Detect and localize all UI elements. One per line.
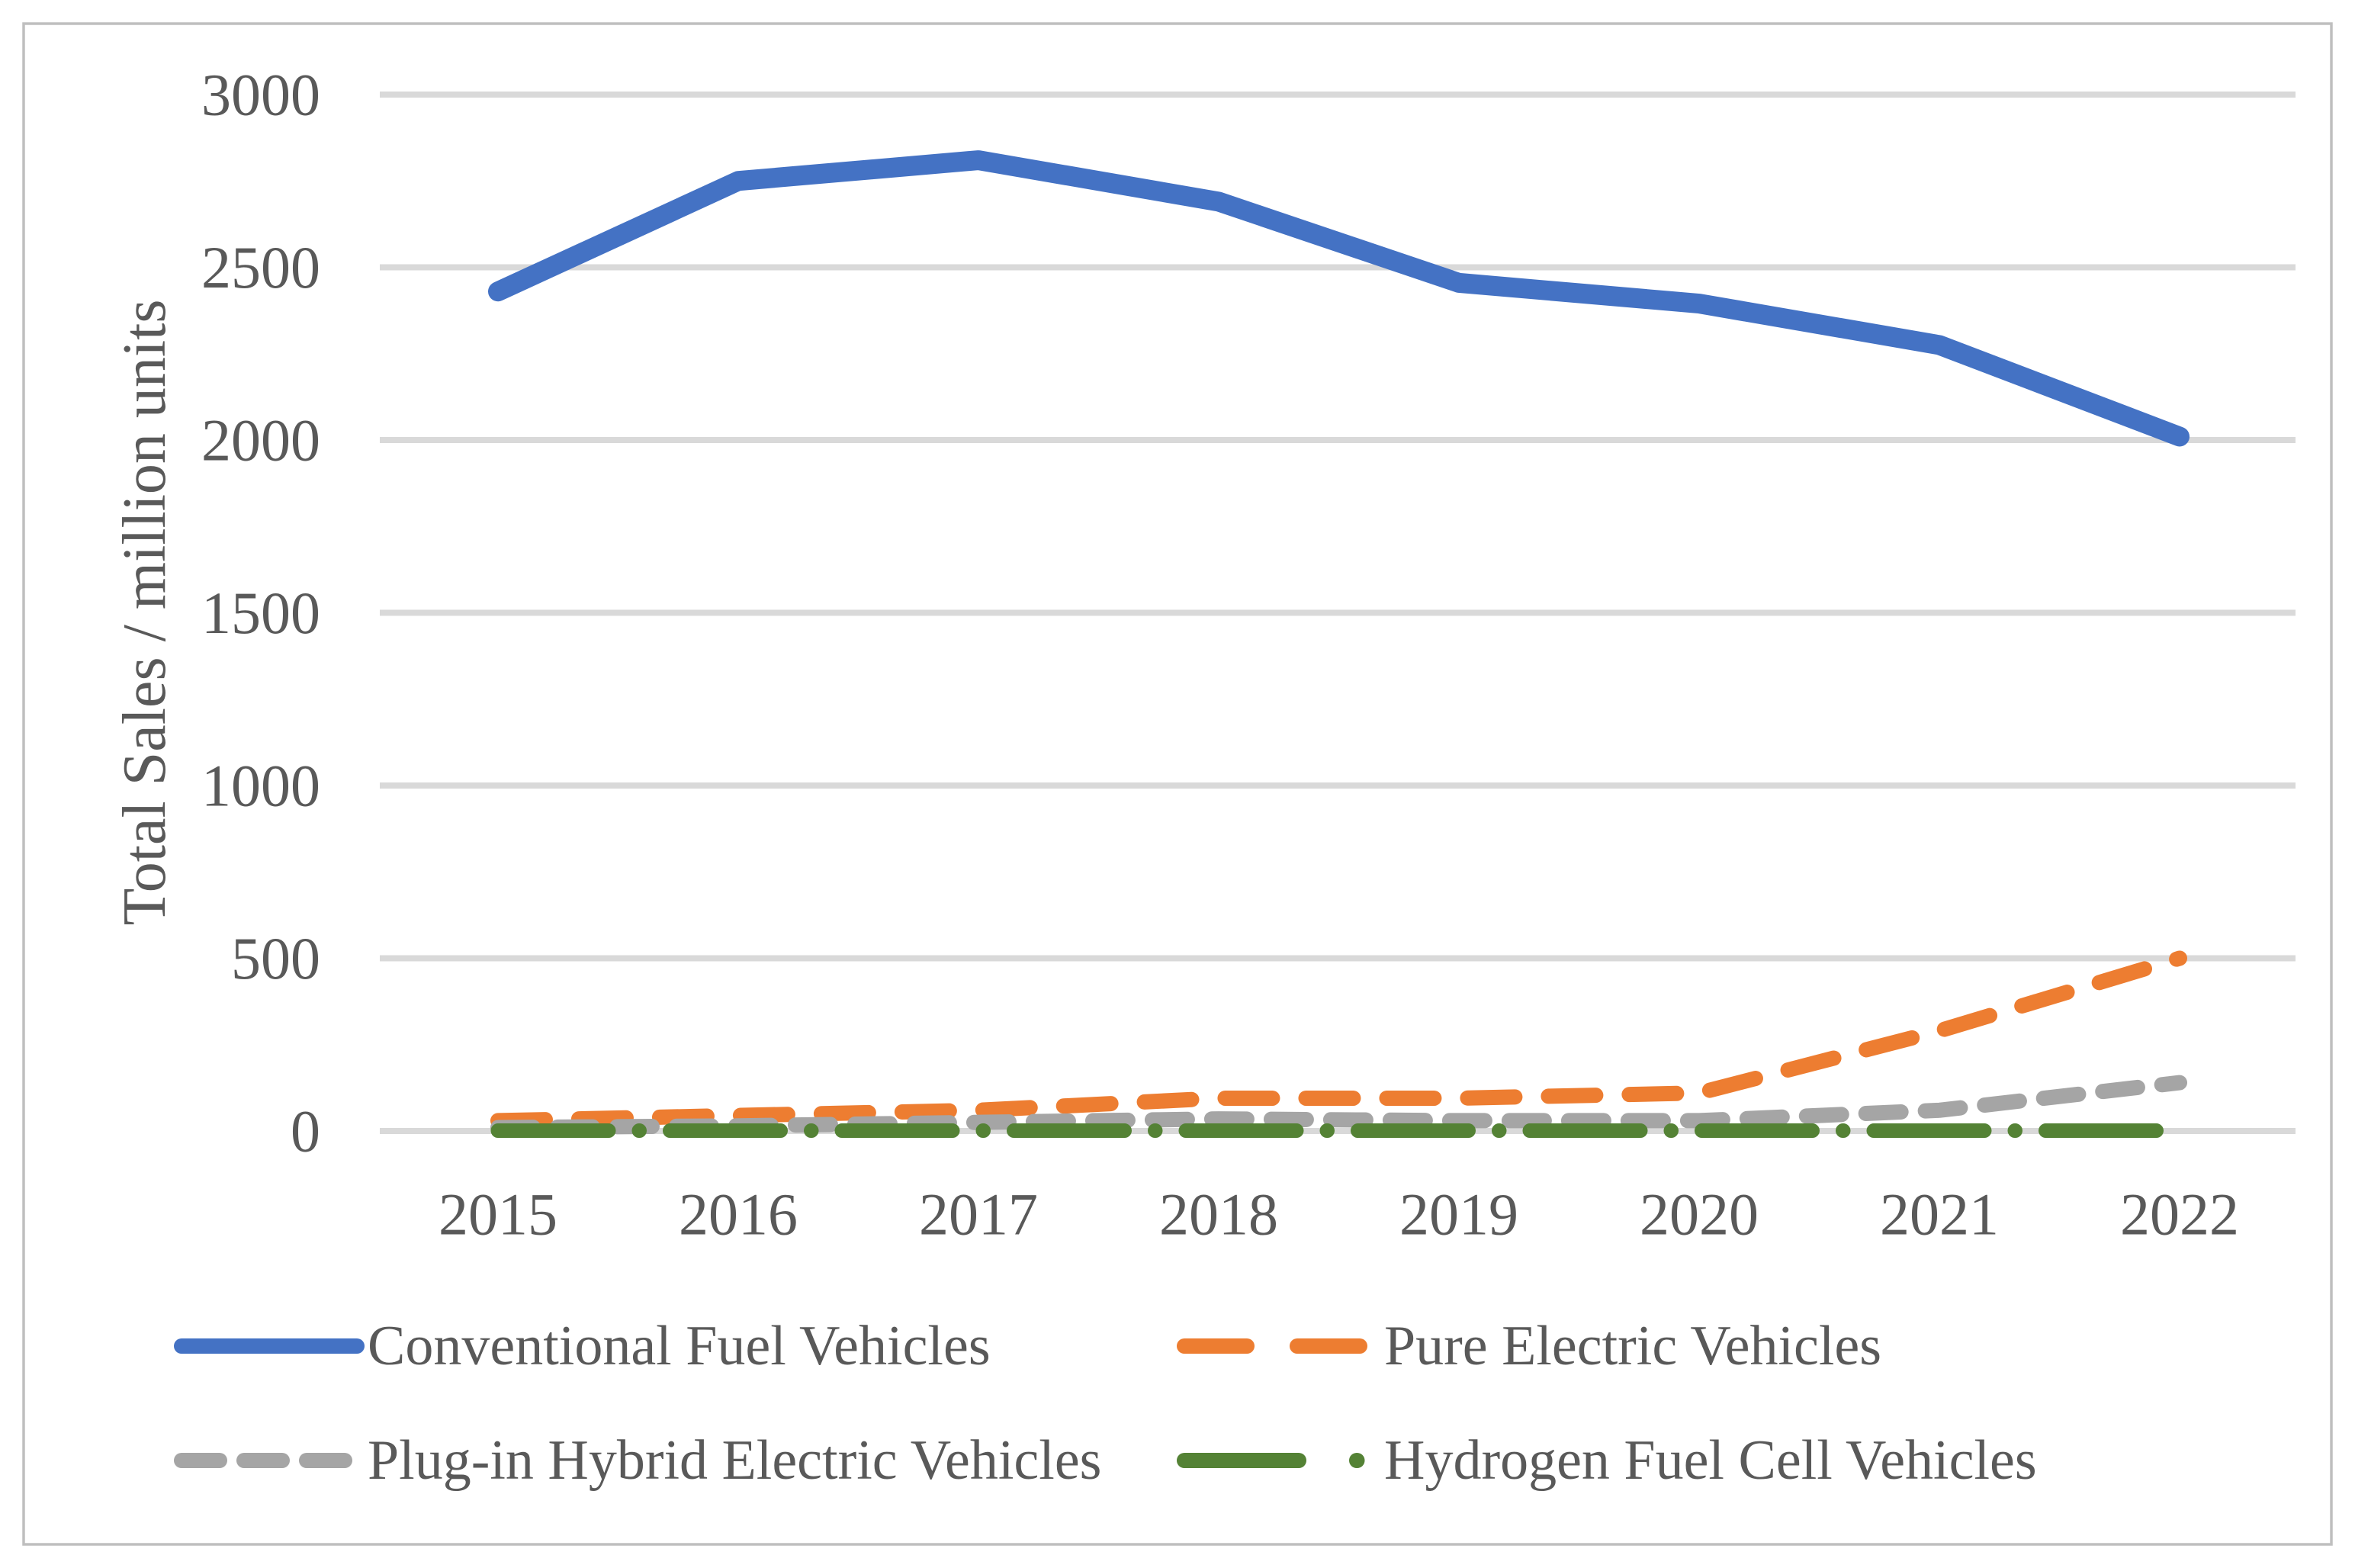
legend-label-plug-in-hybrid-electric-vehicles: Plug-in Hybrid Electric Vehicles: [368, 1429, 1101, 1492]
series-line-conventional-fuel-vehicles: [488, 150, 2190, 447]
x-tick-label-2016: 2016: [679, 1181, 798, 1248]
y-tick-label-500: 500: [231, 925, 320, 991]
legend-label-conventional-fuel-vehicles: Conventional Fuel Vehicles: [368, 1315, 991, 1377]
x-tick-label-2022: 2022: [2120, 1181, 2239, 1248]
y-tick-label-2500: 2500: [201, 234, 320, 300]
legend-label-pure-electric-vehicles: Pure Electric Vehicles: [1384, 1315, 1881, 1377]
y-tick-label-3000: 3000: [201, 62, 320, 128]
x-tick-label-2018: 2018: [1159, 1181, 1278, 1248]
series-line-pure-electric-vehicles: [490, 950, 2187, 1129]
y-axis-title: Total Sales / million units: [111, 299, 178, 925]
x-tick-label-2017: 2017: [919, 1181, 1038, 1248]
y-tick-label-0: 0: [291, 1098, 320, 1165]
x-tick-label-2021: 2021: [1880, 1181, 1999, 1248]
y-tick-label-1000: 1000: [201, 753, 320, 819]
x-tick-label-2015: 2015: [439, 1181, 557, 1248]
x-tick-label-2019: 2019: [1399, 1181, 1518, 1248]
x-tick-label-2020: 2020: [1640, 1181, 1759, 1248]
legend-label-hydrogen-fuel-cell-vehicles: Hydrogen Fuel Cell Vehicles: [1384, 1429, 2037, 1492]
y-tick-label-1500: 1500: [201, 580, 320, 646]
figure-border: [22, 22, 2333, 1546]
y-tick-label-2000: 2000: [201, 407, 320, 474]
